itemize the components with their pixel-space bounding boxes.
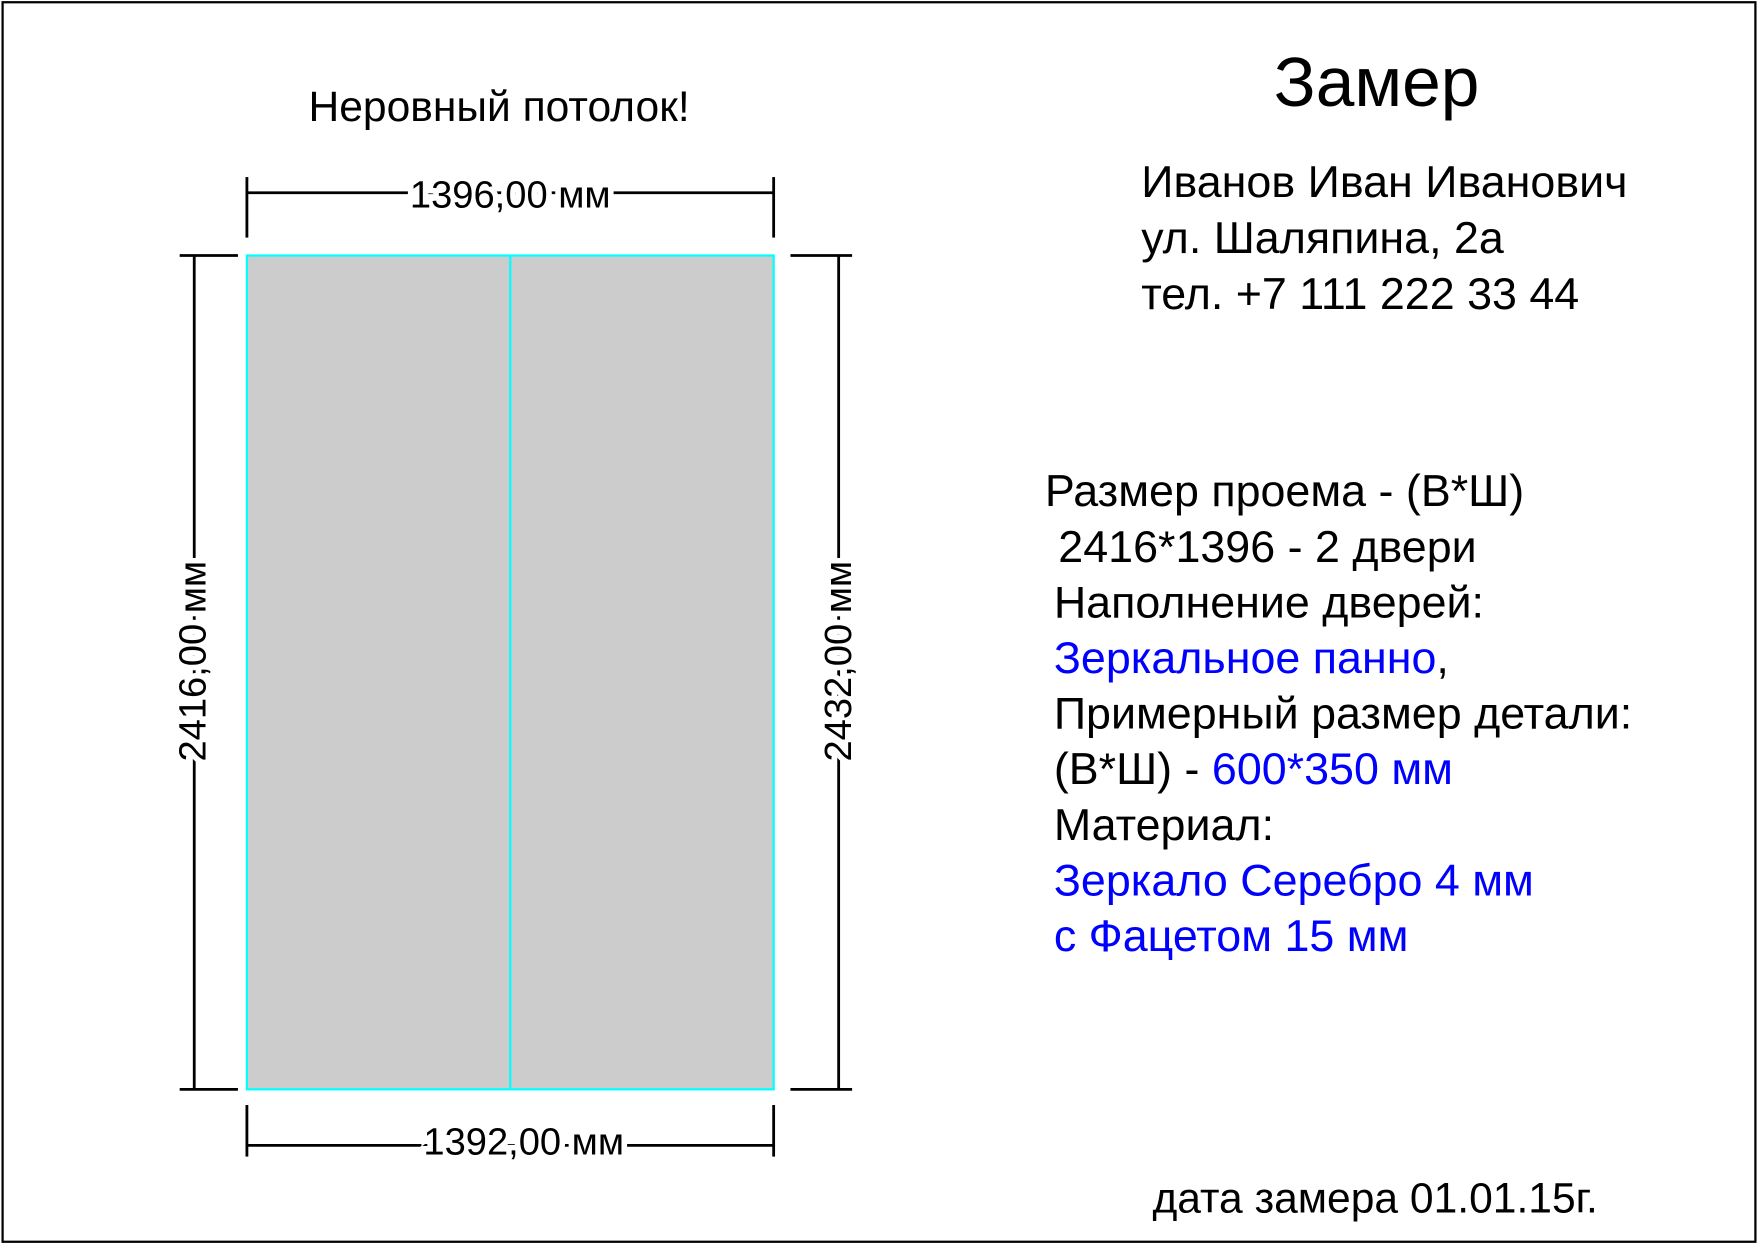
spec-segment: Зеркало Серебро 4 мм [1054, 855, 1534, 905]
spec-segment: Примерный размер детали: [1054, 688, 1632, 738]
measure-date: дата замера 01.01.15г. [1152, 1175, 1597, 1223]
client-name: Иванов Иван Иванович [1141, 157, 1627, 207]
spec-segment: (В*Ш) - [1054, 744, 1212, 794]
dim-top: 1396,00 мм [410, 174, 611, 216]
note: Неровный потолок! [308, 83, 689, 131]
spec-segment: 600*350 мм [1212, 744, 1453, 794]
spec-segment: , [1436, 633, 1448, 683]
spec-line: Зеркальное панно, [1054, 633, 1449, 683]
title: Замер [1274, 43, 1480, 121]
spec-segment: с Фацетом 15 мм [1054, 911, 1409, 961]
spec-segment: Материал: [1054, 800, 1274, 850]
spec-line: с Фацетом 15 мм [1054, 911, 1409, 961]
dim-bottom: 1392,00 мм [423, 1121, 624, 1163]
door-drawing: 1396,00 мм 1392,00 мм 2416,00 мм 2432,00… [167, 169, 866, 1169]
specs: Размер проема - (В*Ш) 2416*1396 - 2 двери… [1045, 466, 1632, 961]
spec-segment: Зеркальное панно [1054, 633, 1437, 683]
dim-right: 2432,00 мм [818, 561, 860, 762]
spec-line: Примерный размер детали: [1054, 688, 1632, 738]
client-address: ул. Шаляпина, 2а [1141, 213, 1504, 263]
spec-line: 2416*1396 - 2 двери [1058, 522, 1476, 572]
spec-segment: Размер проема - (В*Ш) [1045, 466, 1524, 516]
spec-line: Материал: [1054, 800, 1274, 850]
spec-segment: 2416*1396 - 2 двери [1058, 522, 1476, 572]
spec-line: (В*Ш) - 600*350 мм [1054, 744, 1453, 794]
dim-left: 2416,00 мм [172, 561, 214, 762]
spec-line: Наполнение дверей: [1054, 577, 1484, 627]
spec-line: Размер проема - (В*Ш) [1045, 466, 1524, 516]
spec-line: Зеркало Серебро 4 мм [1054, 855, 1534, 905]
spec-segment: Наполнение дверей: [1054, 577, 1484, 627]
client-phone: тел. +7 111 222 33 44 [1141, 269, 1579, 319]
